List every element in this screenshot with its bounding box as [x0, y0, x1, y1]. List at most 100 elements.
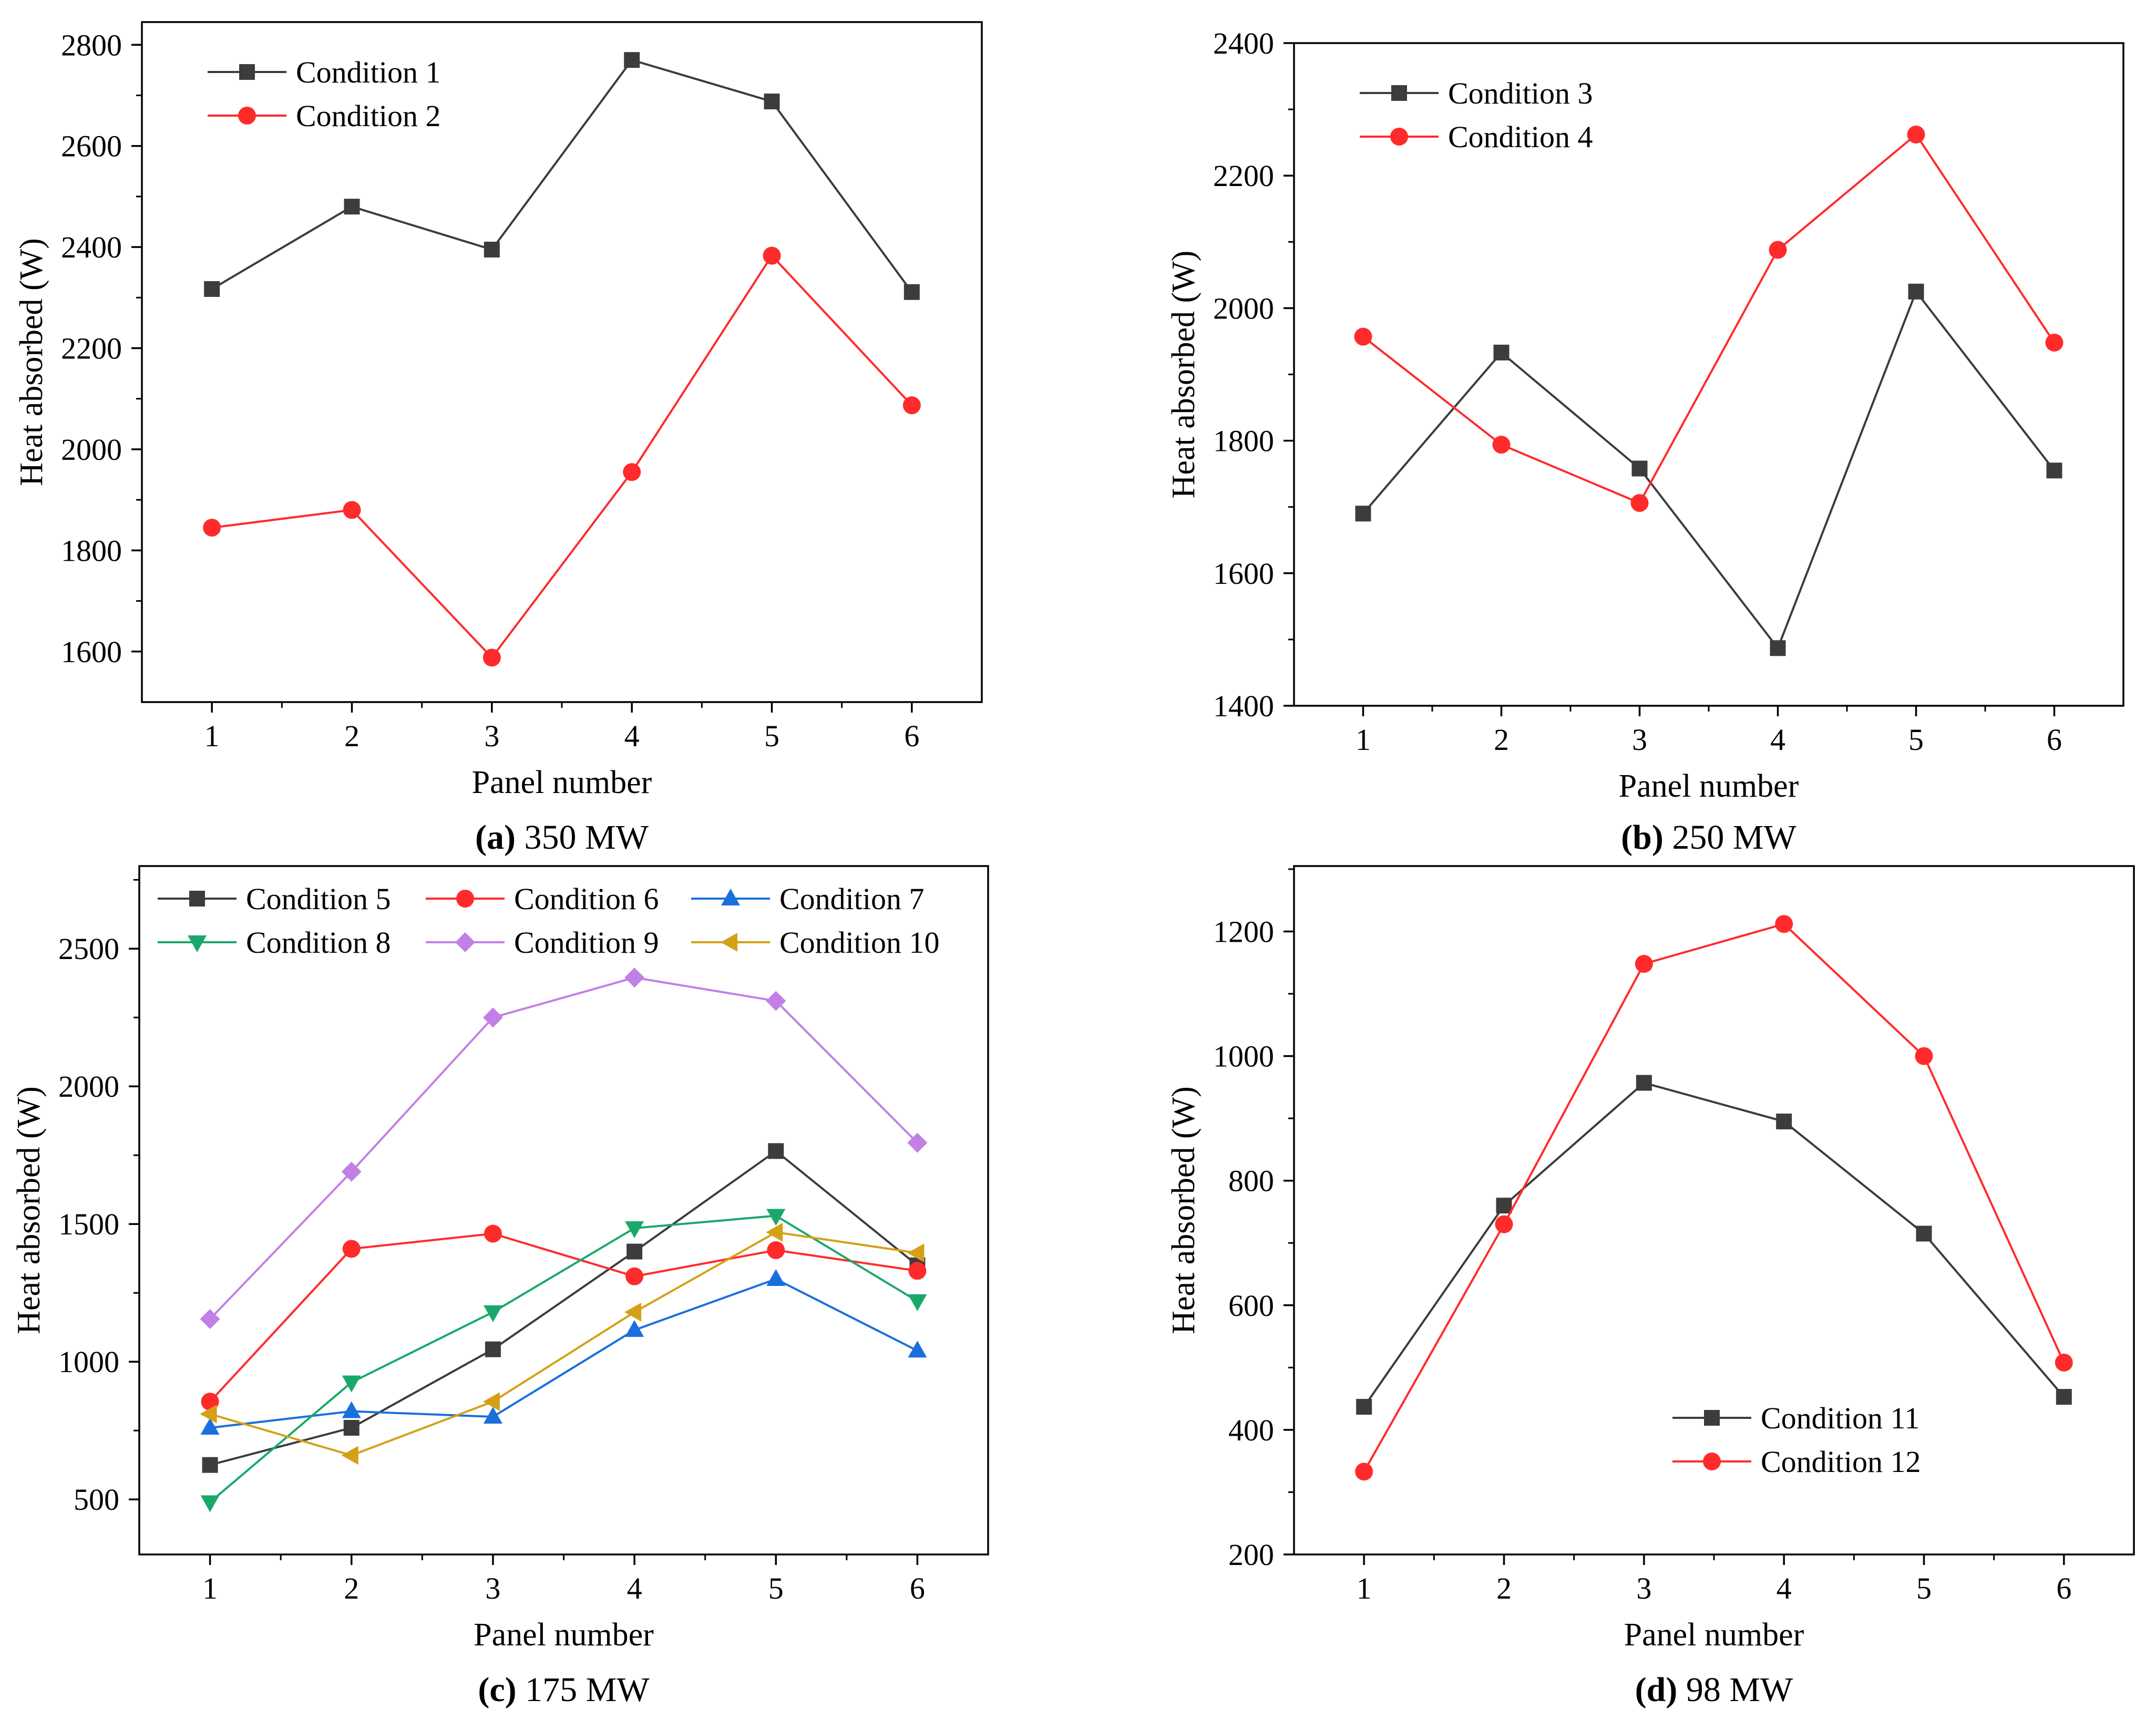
- x-tick-label: 6: [904, 719, 919, 753]
- x-axis-label: Panel number: [1619, 768, 1799, 804]
- data-point: [484, 1224, 502, 1243]
- data-point: [627, 1243, 643, 1260]
- legend-label: Condition 12: [1761, 1445, 1921, 1479]
- y-tick-label: 400: [1228, 1413, 1274, 1447]
- data-point: [200, 1495, 220, 1512]
- data-point: [1776, 1114, 1792, 1130]
- x-tick-label: 1: [1356, 723, 1371, 757]
- data-point: [625, 1320, 644, 1337]
- y-axis-label: Heat absorbed (W): [1166, 1086, 1202, 1334]
- data-point: [482, 1392, 500, 1412]
- x-tick-label: 4: [1777, 1571, 1792, 1605]
- legend-marker: [721, 933, 737, 952]
- data-point: [625, 1221, 644, 1239]
- series-condition-11: [1356, 1075, 2072, 1415]
- y-tick-label: 2200: [1213, 159, 1274, 193]
- y-tick-label: 500: [74, 1482, 119, 1517]
- legend-marker: [455, 932, 475, 952]
- legend-label: Condition 6: [514, 882, 659, 916]
- legend-label: Condition 7: [779, 882, 925, 916]
- data-point: [625, 1267, 644, 1285]
- data-point: [766, 991, 786, 1011]
- x-tick-label: 6: [2056, 1571, 2071, 1605]
- series-line: [211, 58, 913, 293]
- y-tick-label: 1200: [1213, 914, 1274, 949]
- data-point: [1636, 1075, 1652, 1091]
- legend-marker: [1703, 1453, 1721, 1470]
- x-tick-label: 3: [1636, 1571, 1651, 1605]
- data-point: [1631, 460, 1648, 477]
- legend-marker: [239, 64, 255, 80]
- series-condition-1: [204, 52, 920, 300]
- legend-marker: [1391, 85, 1407, 101]
- data-point: [766, 1222, 783, 1242]
- legend-marker: [238, 107, 256, 125]
- series-condition-2: [203, 246, 921, 667]
- legend-marker: [1390, 128, 1408, 146]
- x-tick-label: 5: [768, 1571, 784, 1605]
- data-point: [767, 1241, 785, 1259]
- data-point: [203, 519, 221, 537]
- data-point: [1908, 283, 1924, 300]
- x-tick-label: 1: [204, 719, 220, 753]
- series-line: [1363, 923, 2065, 1472]
- y-tick-label: 800: [1228, 1164, 1274, 1198]
- data-point: [624, 967, 645, 988]
- data-point: [200, 1417, 220, 1435]
- data-point: [768, 1143, 784, 1159]
- legend-label: Condition 11: [1761, 1401, 1919, 1435]
- caption-text: 175 MW: [517, 1671, 650, 1709]
- legend: Condition 5 Condition 6 Condition 7 Conditi…: [158, 882, 940, 960]
- series-line: [209, 976, 918, 1320]
- series-condition-8: [200, 1209, 927, 1512]
- legend-marker: [721, 889, 740, 905]
- x-tick-label: 5: [764, 719, 779, 753]
- data-point: [2056, 1389, 2072, 1405]
- data-point: [202, 1457, 218, 1473]
- x-tick-label: 1: [1357, 1571, 1372, 1605]
- legend: Condition 1 Condition 2: [208, 55, 441, 133]
- x-axis-label: Panel number: [472, 765, 652, 800]
- data-point: [341, 1446, 358, 1465]
- x-tick-label: 2: [1496, 1571, 1512, 1605]
- caption-label: (b): [1621, 818, 1664, 857]
- y-tick-label: 2800: [61, 28, 122, 62]
- legend-label: Condition 9: [514, 925, 659, 960]
- legend-label: Condition 4: [1448, 120, 1593, 154]
- y-tick-label: 2200: [61, 332, 122, 366]
- data-point: [763, 246, 781, 265]
- x-tick-label: 4: [627, 1571, 642, 1605]
- data-point: [1356, 1399, 1372, 1415]
- x-tick-label: 2: [344, 1571, 359, 1605]
- y-tick-label: 2400: [61, 230, 122, 264]
- data-point: [485, 1341, 501, 1357]
- y-tick-label: 1000: [58, 1345, 119, 1379]
- plot-frame: [1293, 865, 2135, 1556]
- series-condition-12: [1355, 915, 2073, 1481]
- x-tick-label: 6: [2047, 723, 2062, 757]
- data-point: [1354, 327, 1372, 346]
- y-tick-label: 2000: [61, 432, 122, 467]
- data-point: [907, 1132, 928, 1153]
- data-point: [908, 1262, 927, 1280]
- legend: Condition 11 Condition 12: [1672, 1401, 1921, 1479]
- data-point: [344, 199, 360, 215]
- panel-caption: (b) 250 MW: [1621, 818, 1796, 857]
- x-tick-label: 4: [624, 719, 640, 753]
- data-point: [1495, 1215, 1513, 1233]
- legend-label: Condition 2: [296, 99, 441, 133]
- data-point: [1355, 506, 1371, 522]
- data-point: [1915, 1047, 1933, 1065]
- series-line: [209, 1214, 918, 1503]
- series-condition-4: [1354, 126, 2063, 512]
- data-point: [2045, 333, 2063, 352]
- data-point: [907, 1243, 925, 1263]
- series-line: [210, 1231, 918, 1457]
- data-point: [1907, 126, 1925, 144]
- y-tick-label: 1400: [1213, 689, 1274, 723]
- series-line: [210, 1149, 918, 1466]
- data-point: [1355, 1462, 1373, 1481]
- x-tick-label: 3: [484, 719, 499, 753]
- chart-panel-d: 200 400 600 800 1000 1200 1 2 3 4 5 6 Panel number He…: [1166, 865, 2135, 1709]
- x-tick-label: 6: [910, 1571, 925, 1605]
